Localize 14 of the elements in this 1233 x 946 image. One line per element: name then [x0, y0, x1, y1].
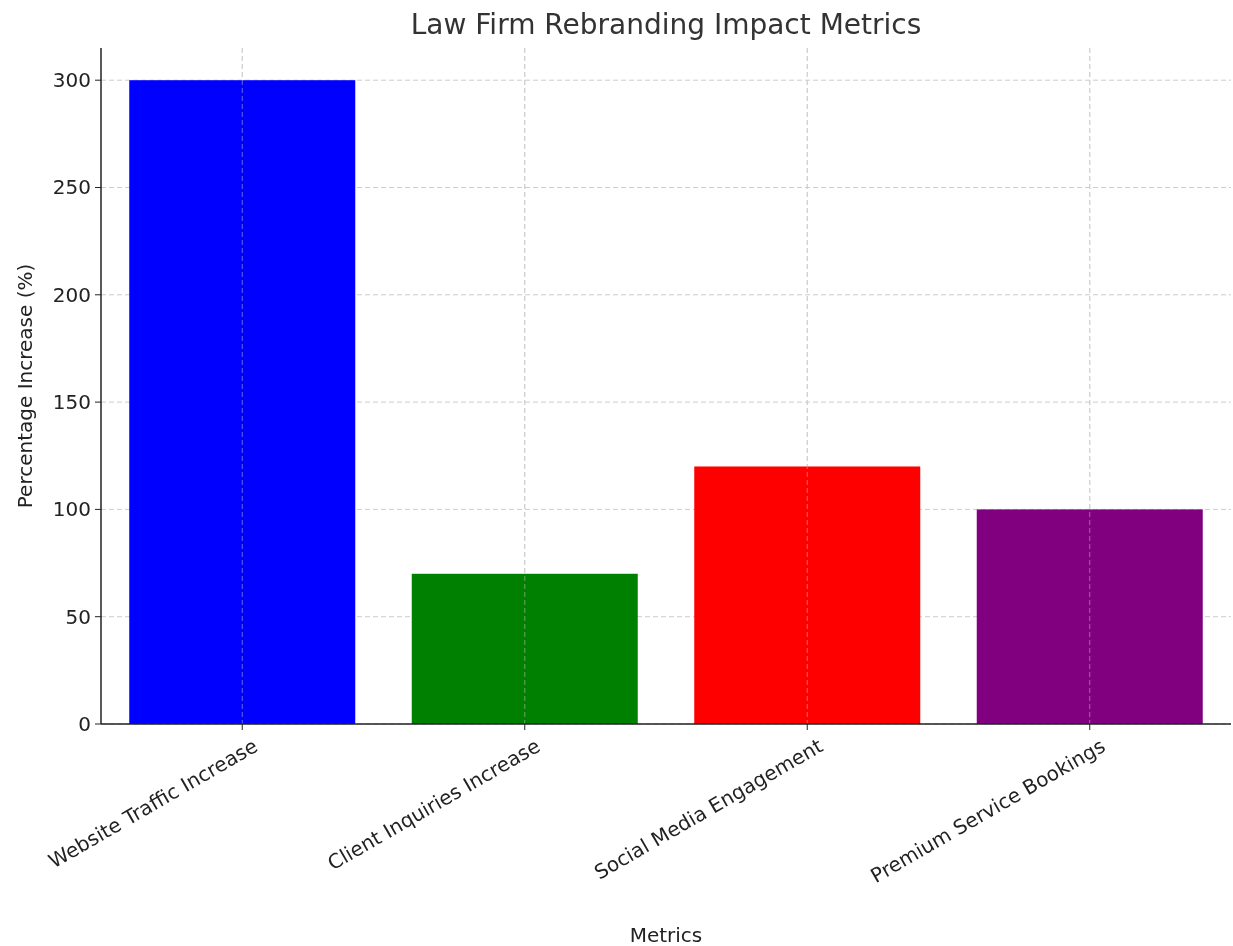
bar [694, 466, 921, 724]
bar [976, 509, 1203, 724]
bar [129, 80, 356, 724]
y-tick-label: 150 [52, 390, 91, 415]
chart-title: Law Firm Rebranding Impact Metrics [410, 8, 922, 41]
y-tick-label: 0 [78, 712, 91, 736]
y-tick-label: 300 [52, 68, 91, 93]
y-tick-label: 100 [52, 497, 91, 522]
y-tick-label: 50 [65, 604, 91, 629]
y-axis-title: Percentage Increase (%) [13, 263, 37, 509]
x-axis-title: Metrics [629, 923, 703, 946]
y-tick-label: 200 [52, 282, 91, 307]
y-tick-label: 250 [52, 175, 91, 200]
bar [411, 573, 638, 724]
